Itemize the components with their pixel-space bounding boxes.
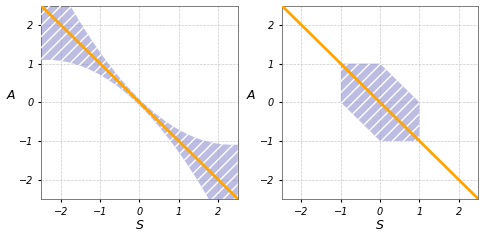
X-axis label: $S$: $S$ — [375, 219, 385, 233]
Y-axis label: $A$: $A$ — [246, 89, 257, 102]
Polygon shape — [341, 64, 419, 141]
Polygon shape — [41, 5, 238, 199]
Y-axis label: $A$: $A$ — [5, 89, 16, 102]
X-axis label: $S$: $S$ — [135, 219, 144, 233]
